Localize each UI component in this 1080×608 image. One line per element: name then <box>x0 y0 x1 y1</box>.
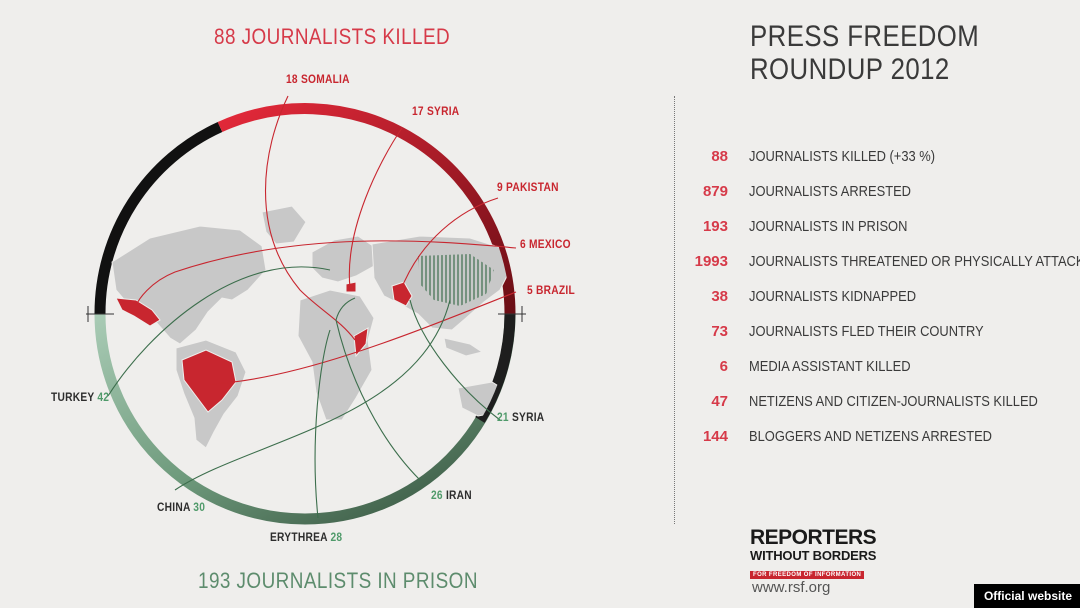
killed-title: 88 JOURNALISTS KILLED <box>214 24 451 49</box>
stat-value: 193 <box>702 218 728 235</box>
stat-row: 73 JOURNALISTS FLED THEIR COUNTRY <box>690 323 1070 343</box>
china-hatch <box>418 254 494 306</box>
stat-value: 38 <box>711 288 728 305</box>
page-title: PRESS FREEDOM ROUNDUP 2012 <box>750 20 979 86</box>
brazil-highlight <box>181 349 237 413</box>
page-title-line2: ROUNDUP 2012 <box>750 53 950 86</box>
dotted-divider <box>674 96 675 524</box>
stat-row: 879 JOURNALISTS ARRESTED <box>690 183 1070 203</box>
world-map-graphic <box>86 95 526 525</box>
stat-row: 193 JOURNALISTS IN PRISON <box>690 218 1070 238</box>
stat-label: BLOGGERS AND NETIZENS ARRESTED <box>749 428 993 445</box>
stat-value: 73 <box>711 323 728 340</box>
stat-value: 88 <box>711 148 728 165</box>
stat-label: JOURNALISTS KIDNAPPED <box>749 288 917 305</box>
label-brazil: 5 BRAZIL <box>527 283 575 297</box>
stat-label: JOURNALISTS FLED THEIR COUNTRY <box>749 323 984 340</box>
greenland <box>261 205 307 245</box>
stat-value: 1993 <box>694 253 728 270</box>
red-connectors <box>135 95 517 385</box>
stat-value: 47 <box>711 393 728 410</box>
stat-row: 6 MEDIA ASSISTANT KILLED <box>690 358 1070 378</box>
ring-end-marks <box>86 306 526 322</box>
stat-label: JOURNALISTS ARRESTED <box>749 183 912 200</box>
indonesia <box>443 337 484 357</box>
stat-row: 88 JOURNALISTS KILLED (+33 %) <box>690 148 1070 168</box>
label-syria-prison: 21 SYRIA <box>497 410 545 424</box>
green-connectors <box>107 266 501 519</box>
stat-label: JOURNALISTS KILLED (+33 %) <box>749 148 936 165</box>
stat-value: 6 <box>719 358 728 375</box>
syria-highlight <box>345 281 357 293</box>
stat-label: JOURNALISTS THREATENED OR PHYSICALLY ATT… <box>749 253 1080 270</box>
africa <box>297 289 375 421</box>
stat-label: JOURNALISTS IN PRISON <box>749 218 908 235</box>
pakistan-highlight <box>391 281 413 307</box>
label-syria-killed: 17 SYRIA <box>412 104 460 118</box>
label-china: CHINA 30 <box>157 500 206 514</box>
stat-value: 144 <box>702 428 728 445</box>
stat-label: NETIZENS AND CITIZEN-JOURNALISTS KILLED <box>749 393 1038 410</box>
stat-row: 1993 JOURNALISTS THREATENED OR PHYSICALLY… <box>690 253 1080 273</box>
stat-value: 879 <box>702 183 728 200</box>
label-pakistan: 9 PAKISTAN <box>497 180 559 194</box>
label-iran: 26 IRAN <box>431 488 472 502</box>
stat-row: 47 NETIZENS AND CITIZEN-JOURNALISTS KILLE… <box>690 393 1070 413</box>
stat-row: 38 JOURNALISTS KIDNAPPED <box>690 288 1070 308</box>
rsf-logo: REPORTERS WITHOUT BORDERS FOR FREEDOM OF… <box>750 526 898 581</box>
label-somalia: 18 SOMALIA <box>286 72 350 86</box>
ring-black-segment <box>94 121 223 315</box>
label-erythrea: ERYTHREA 28 <box>270 530 343 544</box>
page-title-line1: PRESS FREEDOM <box>750 20 980 53</box>
prison-title: 193 JOURNALISTS IN PRISON <box>198 568 478 593</box>
logo-line1: REPORTERS <box>750 526 877 549</box>
stat-label: MEDIA ASSISTANT KILLED <box>749 358 911 375</box>
north-america <box>111 225 267 345</box>
continents <box>111 205 510 449</box>
mexico-highlight <box>115 297 161 327</box>
logo-tagline: FOR FREEDOM OF INFORMATION <box>750 571 865 579</box>
stat-row: 144 BLOGGERS AND NETIZENS ARRESTED <box>690 428 1070 448</box>
ring-red-segment <box>217 103 516 315</box>
website-url[interactable]: www.rsf.org <box>752 579 831 596</box>
logo-line2: WITHOUT BORDERS <box>750 548 877 563</box>
somalia-highlight <box>353 327 369 358</box>
label-turkey: TURKEY 42 <box>51 390 110 404</box>
label-mexico: 6 MEXICO <box>520 237 571 251</box>
europe <box>311 235 377 283</box>
official-website-badge[interactable]: Official website <box>973 584 1080 608</box>
